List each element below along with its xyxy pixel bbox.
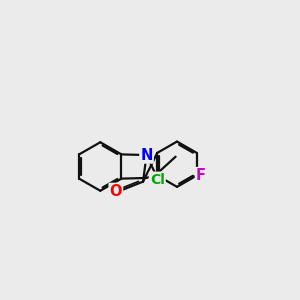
Text: N: N [140,148,153,163]
Text: O: O [110,184,122,199]
Text: Cl: Cl [150,173,165,187]
Text: F: F [196,168,206,183]
